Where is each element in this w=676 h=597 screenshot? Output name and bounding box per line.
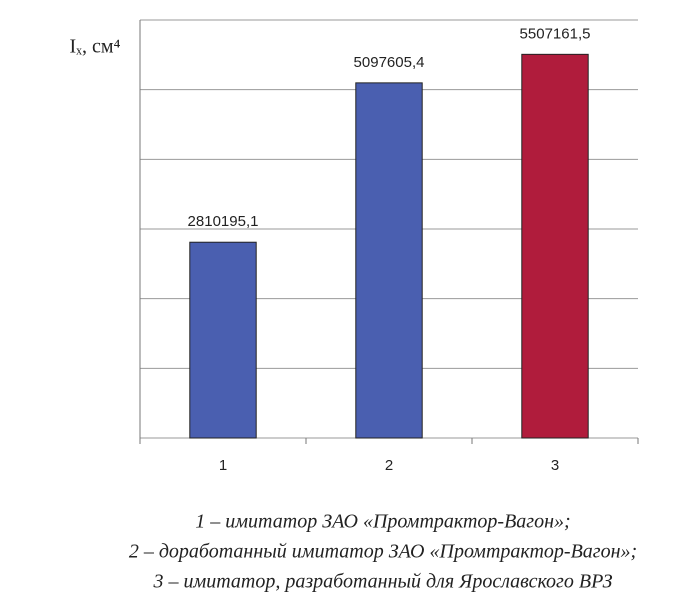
caption-line: 3 – имитатор, разработанный для Ярославс… <box>152 571 612 593</box>
bar <box>355 82 423 439</box>
value-label: 2810195,1 <box>188 213 259 230</box>
x-tick-label: 2 <box>385 457 393 474</box>
bar <box>521 53 589 439</box>
caption-line: 1 – имитатор ЗАО «Промтрактор-Вагон»; <box>195 511 570 533</box>
value-label: 5097605,4 <box>354 54 425 71</box>
y-axis-label: Iₓ, см⁴ <box>70 36 121 58</box>
x-tick-label: 3 <box>551 457 559 474</box>
x-tick-label: 1 <box>219 457 227 474</box>
bar <box>189 241 257 439</box>
caption-line: 2 – доработанный имитатор ЗАО «Промтракт… <box>129 541 637 563</box>
value-label: 5507161,5 <box>520 25 591 42</box>
